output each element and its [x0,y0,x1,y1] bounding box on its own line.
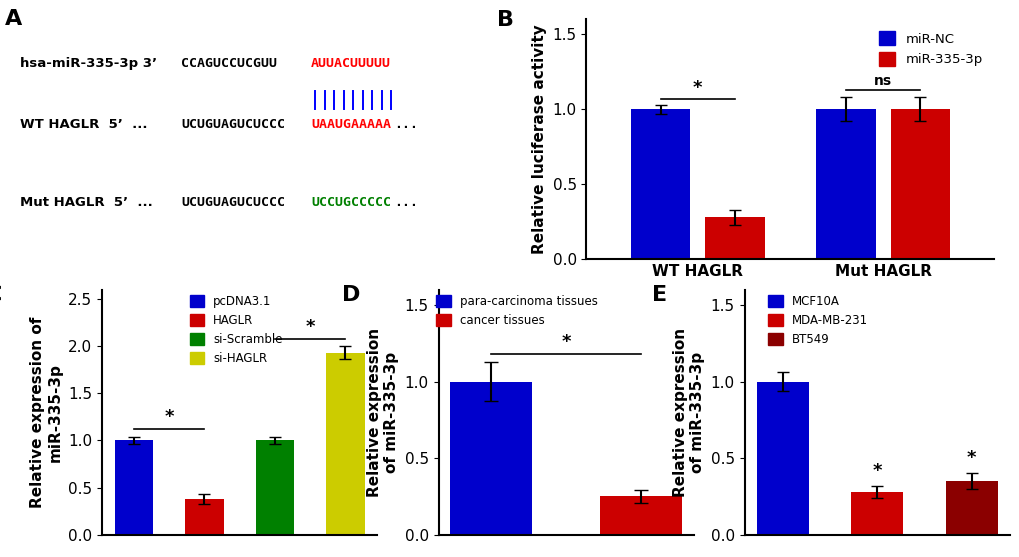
Text: *: * [164,408,174,426]
Legend: miR-NC, miR-335-3p: miR-NC, miR-335-3p [873,26,987,72]
Text: UCUGUAGUCUCCC: UCUGUAGUCUCCC [181,118,284,131]
Text: *: * [692,79,702,97]
Text: B: B [496,10,514,30]
Text: ...: ... [393,196,418,209]
Legend: para-carcinoma tissues, cancer tissues: para-carcinoma tissues, cancer tissues [431,291,602,332]
Text: UAAUGAAAAA: UAAUGAAAAA [311,118,390,131]
Text: C: C [0,285,3,305]
Text: *: * [871,462,881,480]
Legend: pcDNA3.1, HAGLR, si-Scramble, si-HAGLR: pcDNA3.1, HAGLR, si-Scramble, si-HAGLR [184,291,287,370]
Text: WT HAGLR  5’  ...: WT HAGLR 5’ ... [20,118,148,131]
Y-axis label: Relative expression
of miR-335-3p: Relative expression of miR-335-3p [367,328,398,497]
Bar [326,353,365,535]
Text: ...: ... [393,118,418,131]
Text: UCCUGCCCCC: UCCUGCCCCC [311,196,390,209]
Text: CCAGUCCUCGUU: CCAGUCCUCGUU [181,57,277,70]
Bar [704,217,764,259]
Text: *: * [305,318,315,336]
Text: UCUGUAGUCUCCC: UCUGUAGUCUCCC [181,196,284,209]
Text: D: D [341,285,360,305]
Text: Mut HAGLR  5’  ...: Mut HAGLR 5’ ... [20,196,153,209]
Bar [256,441,294,535]
Bar [599,496,682,535]
Bar [756,382,808,535]
Y-axis label: Relative expression
of miR-335-3p: Relative expression of miR-335-3p [673,328,704,497]
Legend: MCF10A, MDA-MB-231, BT549: MCF10A, MDA-MB-231, BT549 [763,291,872,351]
Text: AUUACUUUUU: AUUACUUUUU [311,57,390,70]
Bar [631,109,690,259]
Text: ns: ns [873,74,892,89]
Bar [815,109,875,259]
Y-axis label: Relative expression of
miR-335-3p: Relative expression of miR-335-3p [31,316,62,508]
Bar [114,441,153,535]
Text: E: E [651,285,666,305]
Bar [184,499,223,535]
Text: hsa-miR-335-3p 3’: hsa-miR-335-3p 3’ [20,57,157,70]
Text: A: A [5,9,22,29]
Y-axis label: Relative luciferase activity: Relative luciferase activity [532,25,546,254]
Bar [945,481,997,535]
Bar [851,492,902,535]
Bar [449,382,532,535]
Bar [890,109,949,259]
Text: *: * [560,333,571,351]
Text: *: * [966,449,975,467]
